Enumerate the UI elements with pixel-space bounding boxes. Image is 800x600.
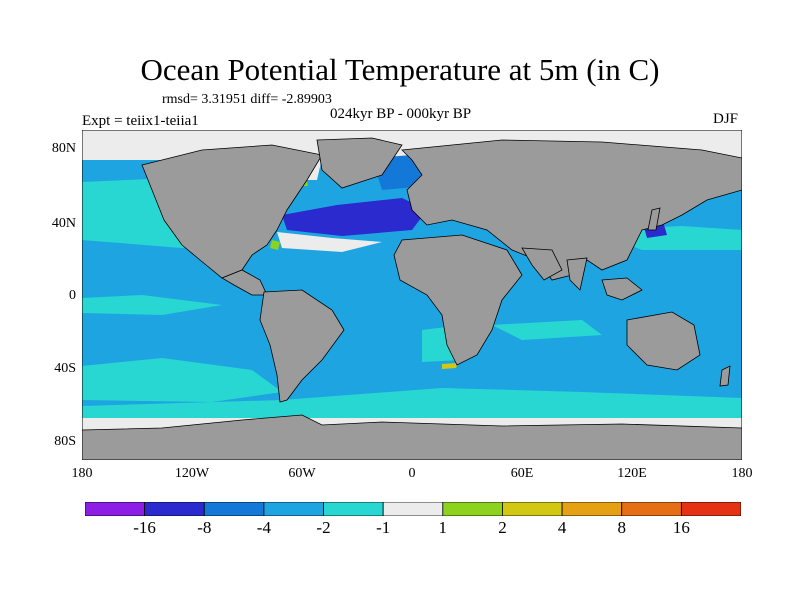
- temperature-map: [82, 130, 742, 460]
- colorbar-tick-label: -8: [197, 518, 212, 537]
- maritime-continent: [601, 277, 643, 301]
- south-pacific-cool-band: [82, 358, 282, 402]
- colorbar-swatch: [680, 502, 741, 516]
- lon-label-60w: 60W: [288, 466, 316, 481]
- experiment-text: Expt = teiix1-teiia1: [82, 113, 199, 129]
- equatorial-pacific-band: [82, 295, 222, 315]
- indian-ocean-cool-band: [492, 320, 602, 340]
- southern-ocean-band: [82, 388, 742, 418]
- season-text: DJF: [712, 111, 738, 127]
- lat-label-40n: 40N: [51, 216, 76, 231]
- lon-label-180e: 180: [731, 466, 753, 481]
- colorbar-swatch: [323, 502, 384, 516]
- colorbar-tick-label: -4: [256, 518, 271, 537]
- antarctica: [82, 414, 742, 460]
- stats-text: rmsd= 3.31951 diff= -2.89903: [162, 92, 332, 107]
- lon-label-120w: 120W: [174, 466, 210, 481]
- japan: [647, 207, 661, 231]
- colorbar-swatch: [442, 502, 503, 516]
- colorbar-swatch: [382, 502, 444, 516]
- lat-label-80s: 80S: [54, 434, 76, 449]
- australia: [626, 311, 701, 371]
- india: [566, 257, 588, 291]
- colorbar: [85, 502, 741, 516]
- colorbar-swatch: [203, 502, 265, 516]
- map-title: Ocean Potential Temperature at 5m (in C): [140, 52, 660, 87]
- colorbar-tick-label: 1: [438, 518, 448, 537]
- lon-label-60e: 60E: [510, 466, 534, 481]
- colorbar-tick-label: 4: [557, 518, 567, 537]
- eurasia: [401, 139, 742, 281]
- lat-label-80n: 80N: [51, 141, 76, 156]
- south-america: [259, 289, 345, 403]
- colorbar-swatch: [502, 502, 563, 516]
- landmasses: [82, 137, 742, 460]
- colorbar-swatch: [144, 502, 205, 516]
- gulf-stream-neutral: [277, 232, 382, 252]
- new-zealand: [719, 365, 731, 387]
- colorbar-swatch: [85, 502, 146, 516]
- agulhas-warm-spot: [442, 363, 458, 369]
- colorbar-swatch: [561, 502, 623, 516]
- lon-label-0: 0: [408, 466, 416, 481]
- colorbar-tick-label: 16: [672, 518, 690, 537]
- arabia: [521, 247, 563, 281]
- colorbar-swatch: [263, 502, 324, 516]
- colorbar-tick-label: -1: [376, 518, 391, 537]
- north-atlantic-strong-cooling: [282, 198, 427, 236]
- colorbar-swatch: [621, 502, 682, 516]
- lat-label-0: 0: [69, 288, 76, 303]
- colorbar-tick-label: -16: [133, 518, 156, 537]
- gulf-stream-warm-spot: [270, 240, 280, 250]
- lon-label-180w: 180: [71, 466, 93, 481]
- colorbar-tick-label: -2: [316, 518, 331, 537]
- period-text: 024kyr BP - 000kyr BP: [330, 106, 472, 122]
- africa: [393, 234, 523, 366]
- north-america: [141, 144, 323, 279]
- colorbar-tick-label: 8: [617, 518, 626, 537]
- lat-label-40s: 40S: [54, 361, 76, 376]
- greenland: [316, 137, 403, 189]
- colorbar-tick-label: 2: [498, 518, 507, 537]
- lon-label-120e: 120E: [617, 466, 647, 481]
